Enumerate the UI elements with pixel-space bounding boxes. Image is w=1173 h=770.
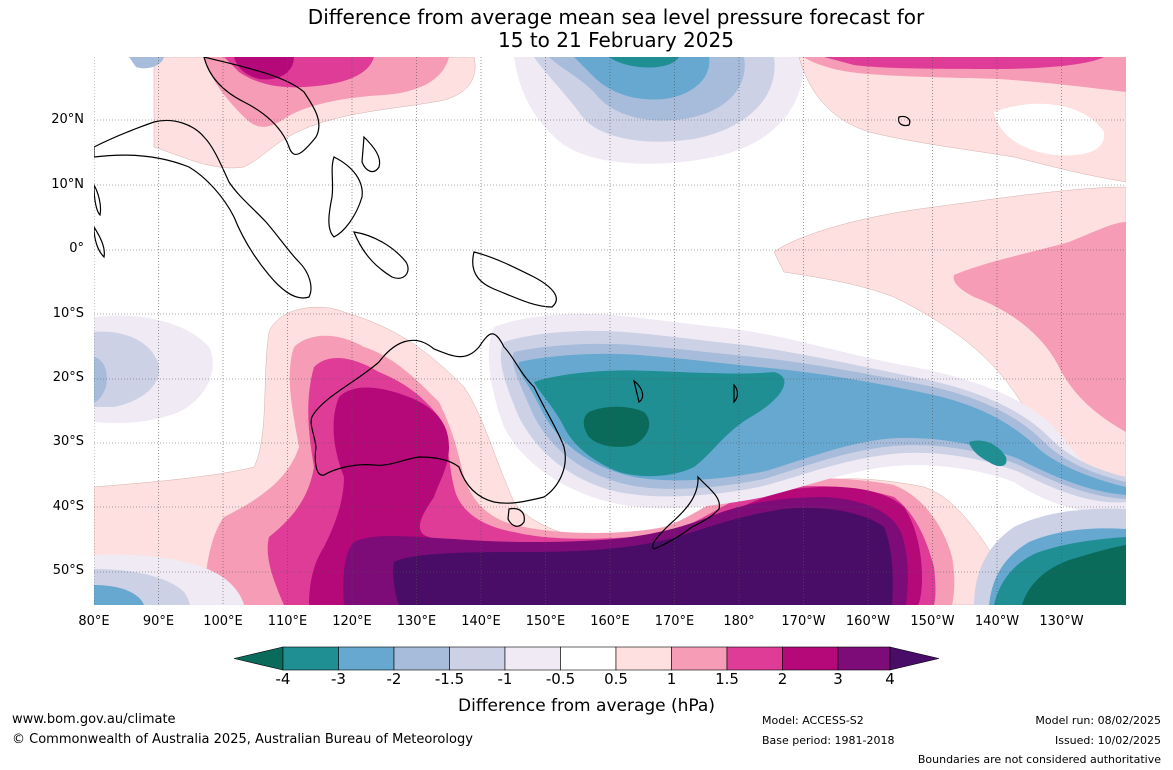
colorbar-swatch-lt-4: [234, 646, 284, 671]
lat-label-50s: 50°S: [52, 563, 84, 578]
lat-label-40s: 40°S: [52, 499, 84, 514]
footer-issued: Issued: 10/02/2025: [1054, 734, 1161, 747]
colorbar-swatch-gt-4: [889, 646, 939, 671]
anomaly-eq-1: [953, 222, 1126, 432]
footer-copyright: © Commonwealth of Australia 2025, Austra…: [12, 732, 473, 747]
anomaly-nw-2: [234, 57, 294, 80]
colorbar-swatch-15-1: [449, 646, 506, 671]
colorbar-label: 4: [885, 670, 895, 688]
lon-label-180: 180°: [723, 614, 755, 629]
colorbar-swatch-3-2: [338, 646, 395, 671]
anomaly-e-n3: [534, 370, 785, 477]
colorbar-label: -4: [275, 670, 291, 688]
colorbar-swatch-05-05: [560, 646, 617, 671]
colorbar-label: -0.5: [545, 670, 576, 688]
lat-label-30s: 30°S: [52, 434, 84, 449]
anomaly-ne-15: [824, 57, 1104, 69]
lon-label-110e: 110°E: [267, 614, 308, 629]
lat-label-10s: 10°S: [52, 306, 84, 321]
anomaly-nc-n2: [574, 57, 710, 100]
colorbar-label: 2: [777, 670, 788, 688]
colorbar-label: 1.5: [715, 670, 739, 688]
lon-label-130e: 130°E: [396, 614, 437, 629]
map-title-line1: Difference from average mean sea level p…: [307, 5, 925, 29]
anomaly-e-n4: [583, 406, 650, 447]
footer-base-period: Base period: 1981-2018: [762, 734, 895, 747]
lon-label-130w: 130°W: [1039, 614, 1084, 629]
lon-label-140e: 140°E: [461, 614, 501, 629]
lat-label-0: 0°: [69, 241, 84, 256]
colorbar-swatch-2-15: [393, 646, 450, 671]
colorbar: [234, 646, 939, 671]
colorbar-label: -2: [386, 670, 402, 688]
anomaly-nw-neg: [129, 57, 164, 69]
anomaly-w-n1: [94, 331, 160, 407]
colorbar-swatch-05-1: [615, 646, 672, 671]
graticule: [94, 57, 1126, 605]
footer-website: www.bom.gov.au/climate: [12, 712, 176, 727]
lon-label-160e: 160°E: [590, 614, 630, 629]
anomaly-scw-n2: [94, 585, 144, 605]
anomaly-sw-4: [393, 507, 893, 605]
colorbar-title: Difference from average (hPa): [458, 696, 715, 716]
lon-label-150e: 150°E: [525, 614, 566, 629]
colorbar-swatch-4-3: [282, 646, 339, 671]
lon-label-120e: 120°E: [332, 614, 372, 629]
footer-model: Model: ACCESS-S2: [762, 714, 864, 727]
lat-label-10n: 10°N: [51, 177, 84, 192]
lon-label-160w: 160°W: [845, 614, 891, 629]
footer-disclaimer: Boundaries are not considered authoritat…: [917, 753, 1161, 766]
colorbar-swatch-1-05: [504, 646, 561, 671]
lon-label-170w: 170°W: [781, 614, 826, 629]
colorbar-label: 3: [833, 670, 843, 688]
lon-label-90e: 90°E: [142, 614, 175, 629]
lon-label-150w: 150°W: [910, 614, 955, 629]
colorbar-swatch-3-4: [837, 646, 891, 671]
lon-label-170e: 170°E: [654, 614, 695, 629]
anomaly-nc-n3: [609, 57, 679, 68]
colorbar-swatch-1-15: [671, 646, 728, 671]
anomaly-se-n4: [1022, 545, 1126, 605]
anomaly-ne-white: [994, 103, 1105, 156]
colorbar-label: 1: [666, 670, 677, 688]
lat-label-20s: 20°S: [52, 370, 84, 385]
anomaly-w-n15: [94, 357, 107, 402]
pressure-anomaly-map: [94, 57, 1126, 605]
colorbar-label: -3: [331, 670, 346, 688]
lon-label-80e: 80°E: [78, 614, 110, 629]
coastlines: [94, 57, 911, 550]
map-title-line2: 15 to 21 February 2025: [498, 28, 734, 52]
lon-label-100e: 100°E: [203, 614, 243, 629]
footer-model-run: Model run: 08/02/2025: [1035, 714, 1161, 727]
colorbar-swatch-15-2: [726, 646, 783, 671]
lon-label-140w: 140°W: [974, 614, 1020, 629]
colorbar-swatch-2-3: [782, 646, 839, 671]
lat-label-20n: 20°N: [51, 112, 84, 127]
colorbar-label: -1.5: [434, 670, 465, 688]
colorbar-label: 0.5: [604, 670, 628, 688]
colorbar-label: -1: [497, 670, 513, 688]
